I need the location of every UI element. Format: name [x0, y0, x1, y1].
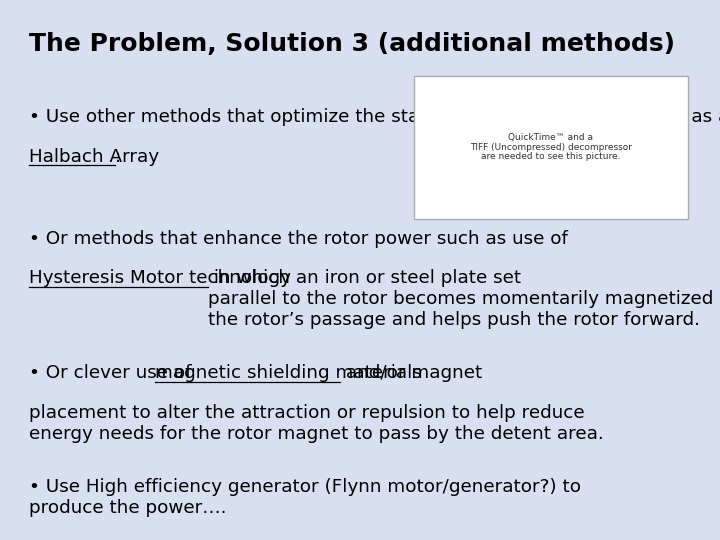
- Text: in which an iron or steel plate set
parallel to the rotor becomes momentarily ma: in which an iron or steel plate set para…: [207, 269, 720, 329]
- Text: Halbach Array: Halbach Array: [29, 148, 159, 166]
- Text: • Use other methods that optimize the stator magnetic field array such as a: • Use other methods that optimize the st…: [29, 108, 720, 126]
- FancyBboxPatch shape: [414, 76, 688, 219]
- Text: QuickTime™ and a: QuickTime™ and a: [508, 133, 593, 142]
- Text: The Problem, Solution 3 (additional methods): The Problem, Solution 3 (additional meth…: [29, 32, 675, 56]
- Text: • Use High efficiency generator (Flynn motor/generator?) to
produce the power….: • Use High efficiency generator (Flynn m…: [29, 478, 581, 517]
- Text: • Or methods that enhance the rotor power such as use of: • Or methods that enhance the rotor powe…: [29, 230, 567, 247]
- Text: and/or magnet: and/or magnet: [340, 364, 482, 382]
- Text: :: :: [115, 148, 121, 166]
- Text: magnetic shielding materials: magnetic shielding materials: [155, 364, 421, 382]
- Text: TIFF (Uncompressed) decompressor: TIFF (Uncompressed) decompressor: [469, 143, 632, 152]
- Text: placement to alter the attraction or repulsion to help reduce
energy needs for t: placement to alter the attraction or rep…: [29, 404, 603, 443]
- Text: • Or clever use of: • Or clever use of: [29, 364, 197, 382]
- Text: are needed to see this picture.: are needed to see this picture.: [481, 152, 621, 161]
- Text: Hysteresis Motor technology: Hysteresis Motor technology: [29, 269, 291, 287]
